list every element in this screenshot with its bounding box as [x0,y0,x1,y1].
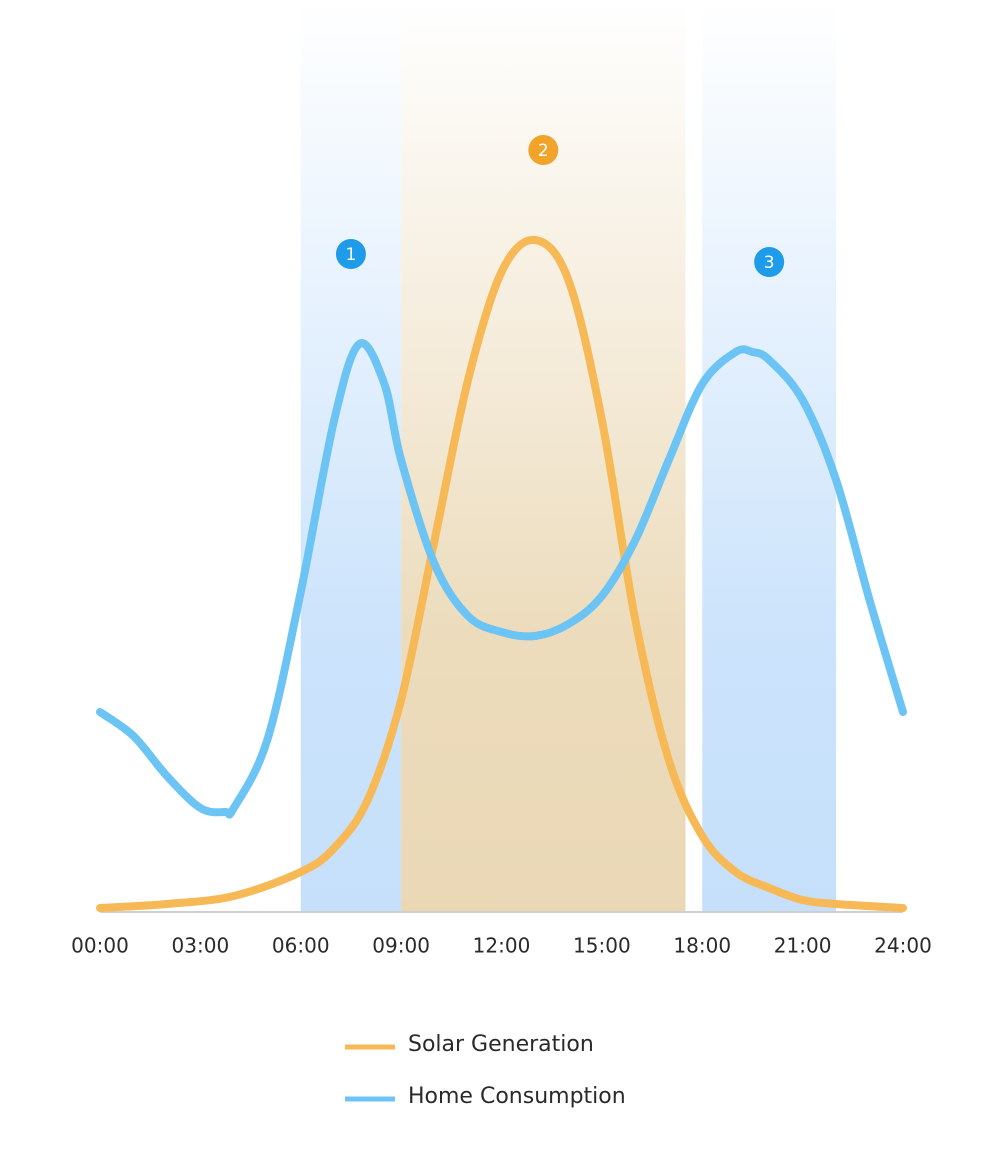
x-tick-label: 15:00 [573,934,631,958]
x-tick-label: 00:00 [71,934,129,958]
x-tick-label: 18:00 [673,934,731,958]
badge-label: 3 [764,253,775,273]
badge [528,135,559,165]
series-line [96,235,907,912]
highlight-band [300,0,402,912]
x-tick-label: 06:00 [272,934,330,958]
badge [754,247,785,277]
x-tick-label: 12:00 [473,934,531,958]
badge-label: 1 [346,245,357,265]
x-tick-label: 09:00 [372,934,430,958]
x-tick-label: 03:00 [172,934,230,958]
series-line [96,339,907,819]
badge [335,239,366,269]
legend-label: Solar Generation [408,1032,594,1057]
highlight-band [702,0,837,912]
legend-label: Home Consumption [408,1084,626,1109]
x-tick-label: 21:00 [774,934,832,958]
x-tick-label: 24:00 [874,934,932,958]
badge-label: 2 [538,141,549,161]
